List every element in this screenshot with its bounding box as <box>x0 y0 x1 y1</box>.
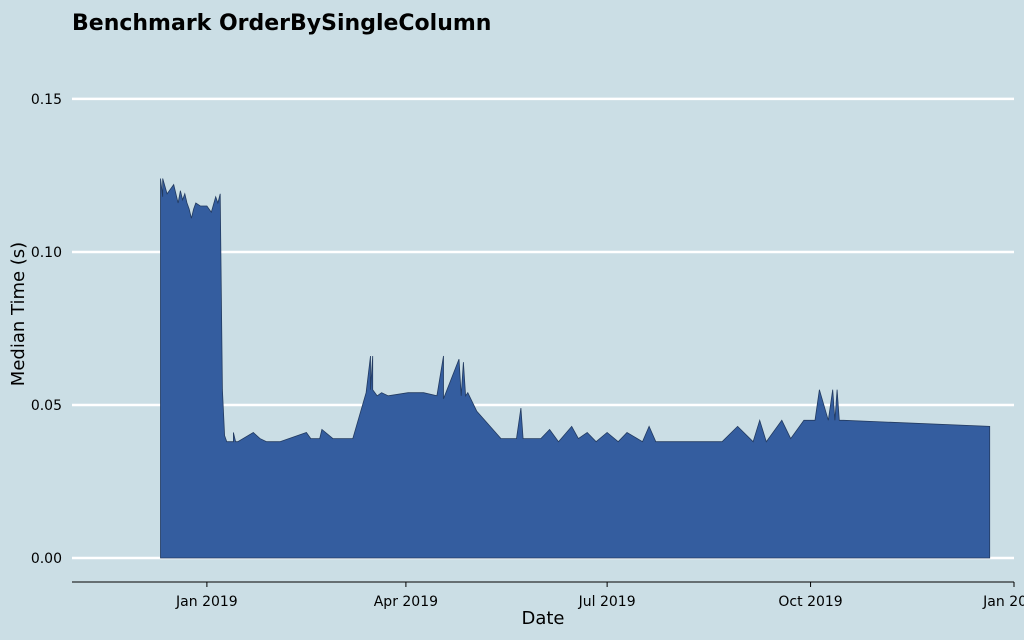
y-tick-label: 0.05 <box>31 398 62 414</box>
y-tick-label: 0.15 <box>31 92 62 108</box>
x-axis-ticks: Jan 2019 Apr 2019 Jul 2019 Oct 2019 Jan 2020 <box>175 582 1024 610</box>
x-tick-label: Jul 2019 <box>578 594 636 610</box>
x-tick-label: Jan 2019 <box>175 594 238 610</box>
chart-title: Benchmark OrderBySingleColumn <box>72 11 491 36</box>
area-layer <box>160 178 991 559</box>
y-axis-label: Median Time (s) <box>8 242 29 386</box>
x-tick-label: Oct 2019 <box>778 594 842 610</box>
x-axis-label: Date <box>521 608 564 629</box>
area-series <box>160 178 991 559</box>
x-tick-label: Jan 2020 <box>982 594 1024 610</box>
x-tick-label: Apr 2019 <box>374 594 438 610</box>
y-tick-label: 0.00 <box>31 551 62 567</box>
y-axis-ticks: 0.00 0.05 0.10 0.15 <box>31 92 62 567</box>
y-tick-label: 0.10 <box>31 245 62 261</box>
